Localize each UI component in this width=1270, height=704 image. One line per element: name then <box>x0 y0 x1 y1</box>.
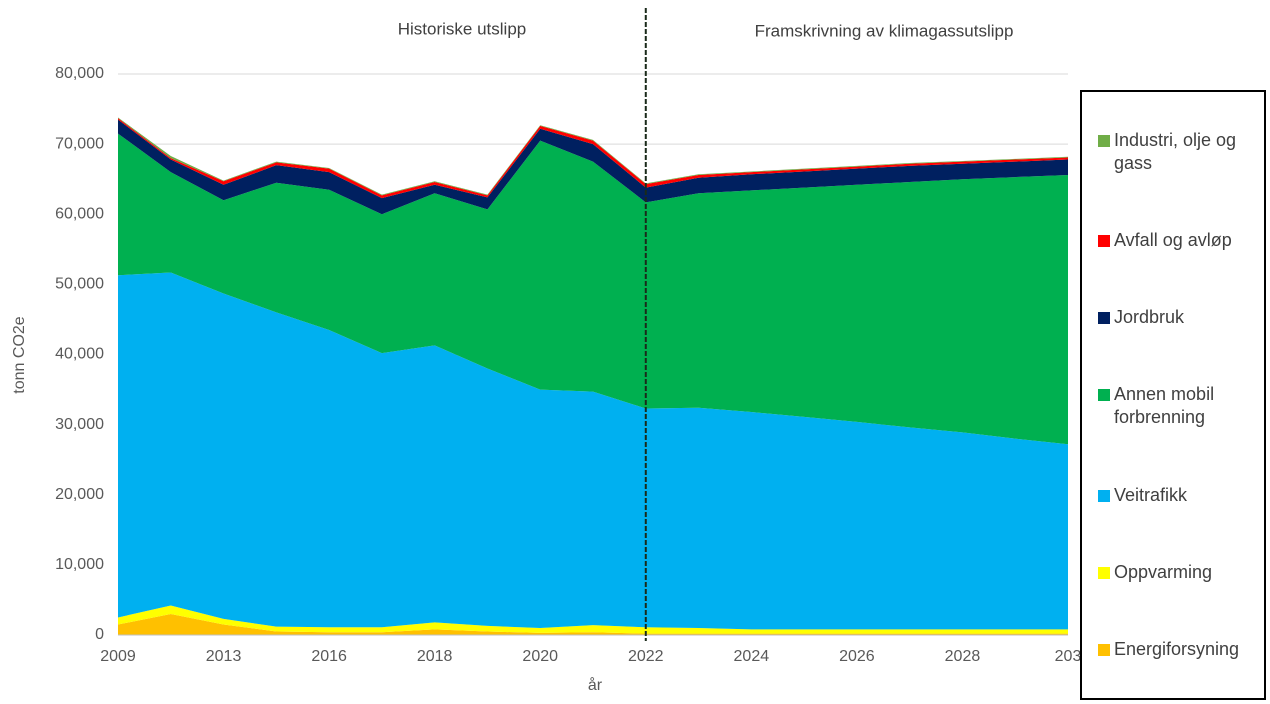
legend-swatch <box>1098 235 1110 248</box>
x-tick-label: 2018 <box>417 648 453 665</box>
y-tick-label: 40,000 <box>55 346 104 363</box>
legend-label: Annen mobil forbrenning <box>1114 384 1215 428</box>
legend: Industri, olje og gass Avfall og avløp Jor… <box>1080 90 1266 700</box>
y-tick-label: 80,000 <box>55 65 104 82</box>
y-tick-label: 70,000 <box>55 135 104 152</box>
x-tick-label: 2016 <box>311 648 347 665</box>
y-tick-label: 10,000 <box>55 556 104 573</box>
x-tick-label: 2013 <box>206 648 242 665</box>
y-tick-label: 0 <box>95 626 104 643</box>
area <box>118 613 1068 635</box>
section-label: Historiske utslipp <box>398 19 527 38</box>
x-axis-title: år <box>588 676 603 694</box>
y-tick-label: 50,000 <box>55 276 104 293</box>
x-tick-label: 2022 <box>628 648 664 665</box>
y-tick-label: 60,000 <box>55 205 104 222</box>
legend-label: Veitrafikk <box>1114 484 1188 505</box>
legend-item: Energiforsyning <box>1098 638 1260 661</box>
y-axis-title: tonn CO2e <box>11 316 28 393</box>
chart: Historiske utslipp Framskrivning av klim… <box>11 8 1080 694</box>
legend-label: Energiforsyning <box>1114 638 1240 659</box>
y-tick-label: 30,000 <box>55 416 104 433</box>
legend-item: Avfall og avløp <box>1098 229 1260 252</box>
legend-label: Avfall og avløp <box>1114 230 1232 251</box>
x-tick-label: 2026 <box>839 648 875 665</box>
legend-label: Oppvarming <box>1114 561 1213 582</box>
area <box>118 133 1068 445</box>
area <box>118 119 1068 215</box>
area <box>118 272 1068 630</box>
x-tick-label: 2024 <box>734 648 770 665</box>
legend-item: Veitrafikk <box>1098 484 1260 507</box>
legend-swatch <box>1098 643 1110 656</box>
x-tick-label: 2009 <box>100 648 136 665</box>
legend-item: Annen mobil forbrenning <box>1098 383 1260 429</box>
legend-swatch <box>1098 135 1110 148</box>
legend-item: Jordbruk <box>1098 306 1260 329</box>
legend-swatch <box>1098 566 1110 579</box>
legend-swatch <box>1098 389 1110 402</box>
y-tick-label: 20,000 <box>55 486 104 503</box>
area <box>118 605 1068 634</box>
legend-item: Industri, olje og gass <box>1098 129 1260 175</box>
x-tick-label: 203 <box>1055 648 1080 665</box>
x-tick-label: 2028 <box>945 648 981 665</box>
legend-item: Oppvarming <box>1098 561 1260 584</box>
legend-label: Jordbruk <box>1114 307 1185 328</box>
section-label: Framskrivning av klimagassutslipp <box>755 21 1014 40</box>
x-tick-label: 2020 <box>522 648 558 665</box>
legend-label: Industri, olje og gass <box>1114 130 1237 174</box>
legend-swatch <box>1098 312 1110 325</box>
legend-swatch <box>1098 489 1110 502</box>
